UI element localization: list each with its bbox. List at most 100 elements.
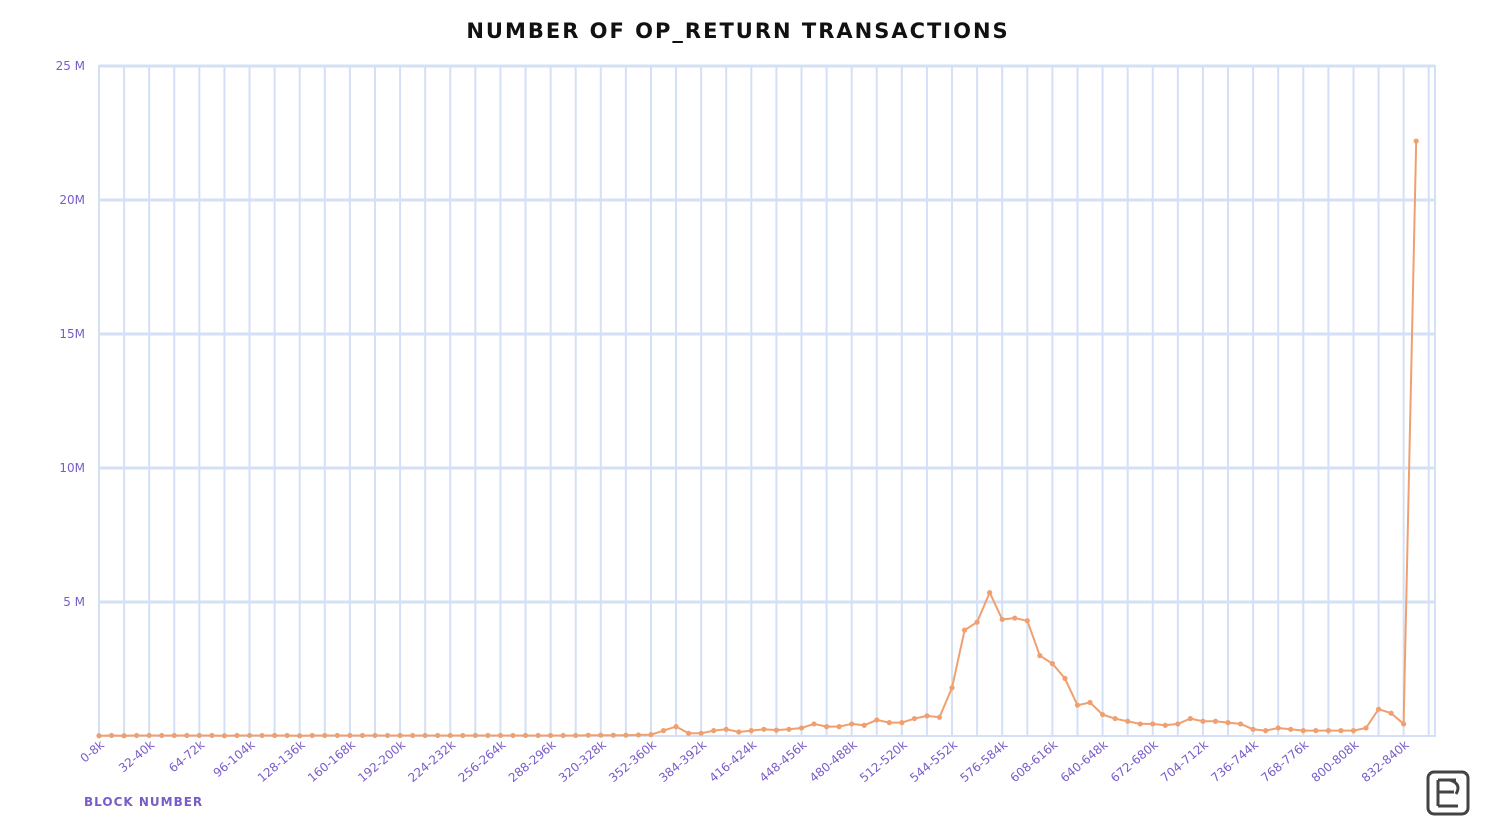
data-point: [1250, 726, 1256, 732]
data-point: [535, 732, 541, 739]
data-point: [259, 732, 265, 739]
data-point: [660, 728, 667, 734]
y-tick-label: 5 M: [63, 595, 85, 609]
data-point: [1338, 728, 1344, 734]
data-point: [648, 732, 654, 738]
data-point: [886, 720, 892, 726]
data-point: [773, 727, 780, 733]
data-point: [1112, 715, 1118, 722]
data-point: [272, 732, 278, 739]
data-point: [585, 732, 591, 738]
data-point: [284, 732, 290, 739]
data-point: [447, 732, 453, 739]
data-point: [309, 732, 315, 739]
data-point: [1200, 718, 1206, 724]
data-point: [347, 732, 353, 739]
data-point: [711, 728, 717, 734]
data-point: [1275, 725, 1281, 731]
data-point: [1263, 728, 1269, 734]
data-point: [560, 732, 566, 739]
data-point: [1363, 725, 1369, 731]
data-point: [1325, 728, 1331, 734]
data-point: [372, 732, 378, 739]
y-tick-label: 20M: [59, 193, 85, 207]
data-point: [798, 725, 805, 731]
data-point: [234, 732, 240, 739]
data-point: [460, 732, 466, 739]
y-tick-label: 25 M: [56, 59, 85, 73]
x-axis-label: BLOCK NUMBER: [84, 795, 203, 809]
data-point: [974, 619, 980, 625]
data-point: [322, 732, 328, 739]
logo: [1426, 770, 1470, 816]
data-point: [435, 732, 441, 739]
data-point: [849, 721, 855, 727]
data-point: [359, 732, 366, 739]
data-point: [497, 732, 504, 739]
series-line: [98, 140, 1418, 737]
chart-title: NUMBER OF OP_RETURN TRANSACTIONS: [466, 19, 1009, 43]
data-point: [472, 732, 478, 739]
data-point: [384, 732, 391, 739]
y-tick-label: 15M: [59, 327, 85, 341]
data-point: [397, 732, 403, 739]
data-point: [1125, 718, 1131, 724]
data-point: [598, 732, 604, 738]
data-point: [522, 732, 529, 739]
data-point: [1024, 618, 1030, 624]
data-point: [1413, 138, 1419, 144]
data-point: [736, 729, 742, 735]
data-point: [1187, 715, 1193, 722]
data-point: [899, 720, 905, 726]
data-point: [1237, 721, 1244, 727]
data-point: [786, 726, 792, 732]
data-point: [96, 733, 102, 739]
data-point: [723, 726, 729, 732]
data-point: [1401, 721, 1407, 727]
data-point: [184, 732, 190, 739]
data-point: [1212, 718, 1219, 724]
data-point: [1150, 721, 1156, 727]
data-point: [1350, 728, 1357, 734]
data-point: [171, 732, 177, 739]
data-point: [924, 713, 930, 719]
data-point: [510, 732, 516, 739]
data-point: [1049, 661, 1055, 667]
data-point: [961, 627, 968, 633]
data-point: [108, 732, 115, 739]
data-point: [635, 732, 642, 738]
data-point: [836, 724, 842, 730]
data-point: [334, 732, 340, 739]
data-point: [1087, 699, 1093, 706]
data-point: [861, 722, 867, 728]
data-point: [209, 732, 215, 739]
data-point: [422, 732, 428, 739]
data-point: [1175, 721, 1181, 727]
data-point: [623, 732, 629, 738]
data-point: [1300, 728, 1306, 734]
data-point: [748, 728, 754, 734]
data-point: [221, 733, 228, 739]
data-point: [698, 730, 704, 736]
data-point: [1099, 711, 1106, 718]
data-point: [1062, 675, 1068, 681]
data-point: [1375, 706, 1382, 712]
data-point: [196, 732, 202, 739]
data-point: [811, 721, 817, 727]
data-point: [246, 732, 253, 739]
data-point: [134, 732, 140, 739]
data-point: [1037, 653, 1043, 659]
data-point: [823, 724, 830, 730]
data-point: [987, 590, 993, 596]
data-point: [610, 732, 616, 738]
data-point: [1388, 710, 1394, 716]
data-point: [874, 717, 880, 723]
data-point: [1288, 726, 1294, 732]
data-point: [1074, 702, 1081, 708]
data-point: [936, 714, 943, 720]
data-point: [911, 715, 917, 722]
data-point: [999, 616, 1005, 623]
data-point: [146, 732, 152, 739]
